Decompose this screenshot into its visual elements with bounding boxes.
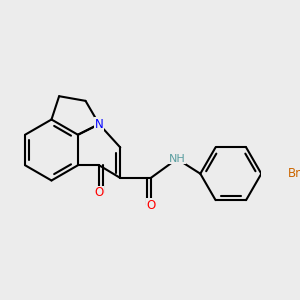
Text: O: O: [146, 199, 155, 212]
Text: NH: NH: [169, 154, 185, 164]
Text: Br: Br: [287, 167, 300, 180]
Text: N: N: [95, 118, 103, 131]
Text: O: O: [94, 186, 104, 199]
